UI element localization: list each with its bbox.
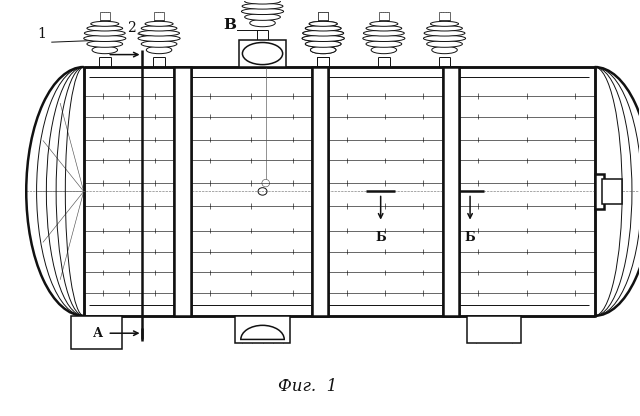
Bar — [174, 67, 191, 316]
Text: А: А — [93, 327, 103, 340]
Ellipse shape — [432, 46, 458, 54]
Text: А: А — [93, 40, 103, 53]
Ellipse shape — [241, 8, 284, 15]
Ellipse shape — [305, 41, 341, 47]
Ellipse shape — [302, 35, 344, 42]
Ellipse shape — [310, 46, 336, 54]
Ellipse shape — [147, 46, 172, 54]
Ellipse shape — [303, 30, 344, 36]
Bar — [318, 12, 328, 20]
Text: 2: 2 — [127, 21, 136, 35]
Ellipse shape — [244, 0, 280, 4]
Bar — [595, 174, 604, 209]
Ellipse shape — [424, 30, 465, 36]
Ellipse shape — [366, 26, 402, 31]
Ellipse shape — [303, 30, 344, 36]
Text: Б: Б — [465, 231, 476, 244]
Text: Б: Б — [375, 231, 386, 244]
Ellipse shape — [87, 41, 123, 47]
Text: Фиг.  1: Фиг. 1 — [278, 378, 337, 395]
Ellipse shape — [139, 30, 179, 36]
Bar — [602, 179, 622, 204]
Ellipse shape — [243, 42, 283, 64]
Wedge shape — [241, 325, 284, 339]
Ellipse shape — [364, 30, 404, 36]
Ellipse shape — [87, 26, 123, 31]
Ellipse shape — [310, 46, 336, 54]
Ellipse shape — [145, 21, 173, 26]
Ellipse shape — [309, 21, 337, 26]
Text: В: В — [223, 18, 236, 32]
Ellipse shape — [305, 26, 341, 31]
Bar — [100, 12, 110, 20]
Ellipse shape — [427, 26, 463, 31]
Ellipse shape — [427, 41, 463, 47]
Bar — [467, 316, 521, 343]
Ellipse shape — [138, 35, 180, 42]
Ellipse shape — [363, 35, 405, 42]
Ellipse shape — [302, 35, 344, 42]
Ellipse shape — [244, 14, 280, 20]
Ellipse shape — [242, 3, 283, 9]
Bar — [239, 40, 287, 67]
Bar — [443, 67, 460, 316]
Bar — [71, 316, 122, 349]
Ellipse shape — [141, 26, 177, 31]
Ellipse shape — [141, 41, 177, 47]
Ellipse shape — [305, 41, 341, 47]
Bar — [236, 316, 290, 343]
Ellipse shape — [92, 46, 118, 54]
Bar — [440, 12, 450, 20]
Bar — [312, 67, 328, 316]
Ellipse shape — [371, 46, 397, 54]
Bar — [318, 12, 328, 20]
Bar — [379, 12, 389, 20]
Ellipse shape — [366, 41, 402, 47]
Bar — [154, 12, 164, 20]
Ellipse shape — [424, 35, 466, 42]
Ellipse shape — [431, 21, 459, 26]
Ellipse shape — [84, 30, 125, 36]
Ellipse shape — [309, 21, 337, 26]
Ellipse shape — [370, 21, 398, 26]
Ellipse shape — [91, 21, 119, 26]
Ellipse shape — [84, 35, 126, 42]
Text: 1: 1 — [38, 27, 47, 41]
Ellipse shape — [250, 19, 275, 27]
Bar — [84, 67, 595, 316]
Ellipse shape — [305, 26, 341, 31]
